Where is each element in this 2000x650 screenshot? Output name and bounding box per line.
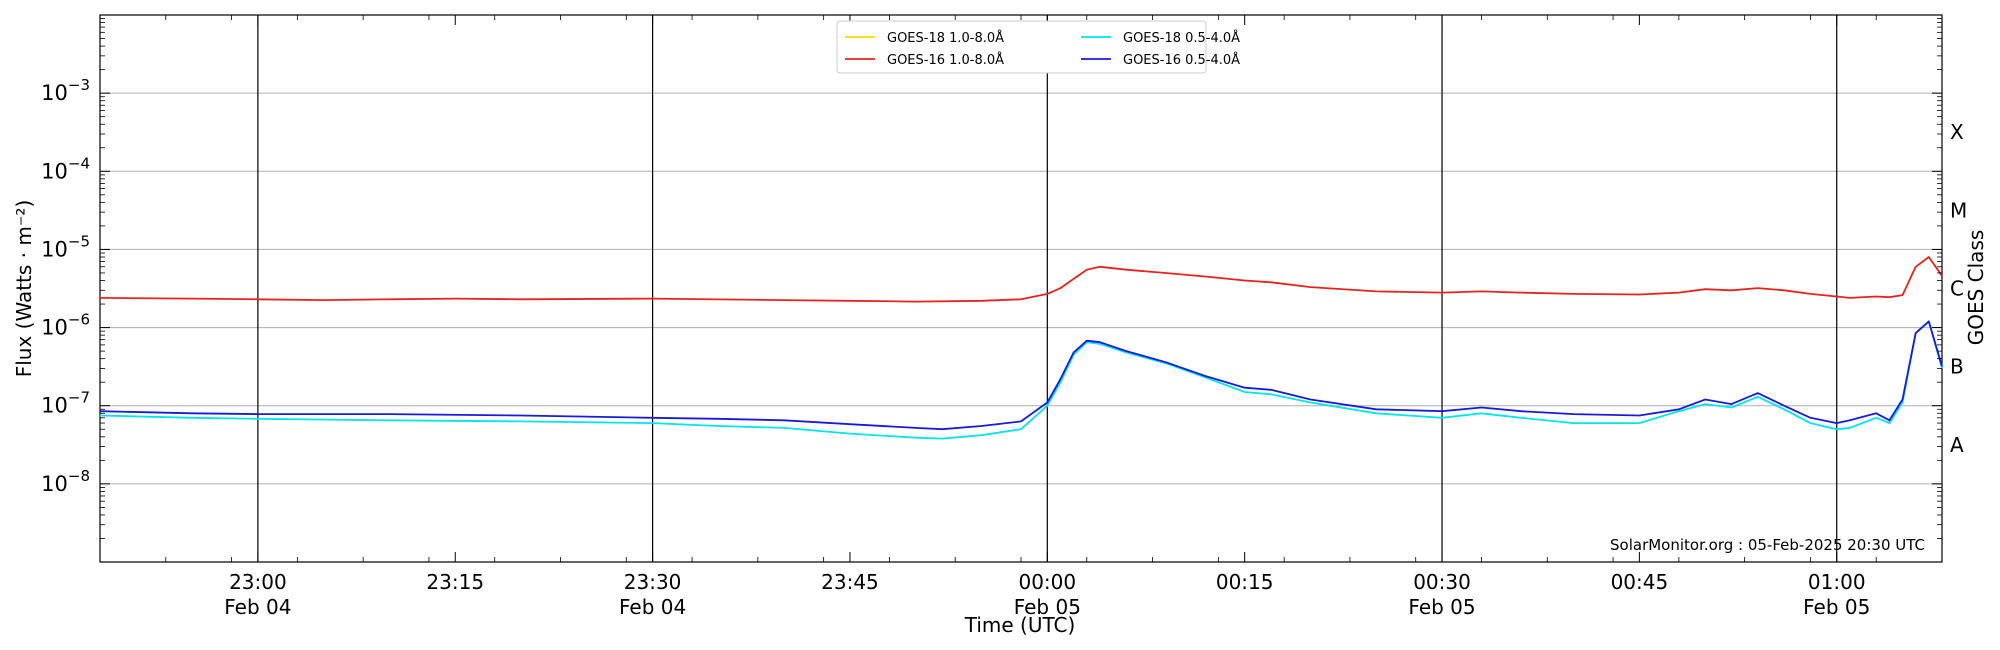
goes-class-label: M [1950,198,1967,222]
goes-class-label: C [1950,277,1964,301]
x-tick-label: 00:30 [1413,570,1471,594]
grid-lines [100,15,1942,562]
legend-label: GOES-18 1.0-8.0Å [887,30,1004,46]
x-tick-label: 01:00 [1808,570,1866,594]
x-tick-label: 00:00 [1018,570,1076,594]
x-tick-date-label: Feb 04 [224,595,291,619]
legend-box [836,20,1207,74]
goes-class-label: X [1950,120,1964,144]
x-tick-date-label: Feb 05 [1408,595,1475,619]
legend: GOES-18 1.0-8.0Å GOES-16 1.0-8.0Å GOES-18 … [836,20,1240,74]
y-axis-label: Flux (Watts · m⁻²) [12,200,36,378]
x-tick-date-label: Feb 04 [619,595,686,619]
y-tick-label: 10−3 [41,76,90,105]
x-tick-label: 23:15 [426,570,484,594]
legend-label: GOES-16 1.0-8.0Å [887,52,1004,68]
x-tick-label: 23:00 [229,570,287,594]
source-annotation: SolarMonitor.org : 05-Feb-2025 20:30 UTC [1610,536,1925,554]
y-tick-label: 10−6 [41,311,90,340]
series-lines [99,256,1943,440]
y-tick-label: 10−7 [41,389,90,418]
y-tick-label: 10−5 [41,232,90,261]
series-line [99,320,1943,431]
plot-frame [99,14,1943,563]
goes-class-label: A [1950,433,1964,457]
series-line [99,256,1943,303]
x-tick-label: 23:30 [624,570,682,594]
x-axis-label: Time (UTC) [964,613,1076,637]
series-line [99,320,1943,440]
goes-class-label: B [1950,355,1964,379]
x-tick-date-label: Feb 05 [1014,595,1081,619]
legend-label: GOES-16 0.5-4.0Å [1123,52,1240,68]
x-tick-label: 00:45 [1611,570,1669,594]
x-tick-date-label: Feb 05 [1803,595,1870,619]
x-tick-label: 23:45 [821,570,879,594]
legend-label: GOES-18 0.5-4.0Å [1123,30,1240,46]
y-tick-label: 10−4 [41,154,90,183]
y-tick-label: 10−8 [41,467,90,496]
x-tick-label: 00:15 [1216,570,1274,594]
y-axis-right-label: GOES Class [1964,230,1988,346]
